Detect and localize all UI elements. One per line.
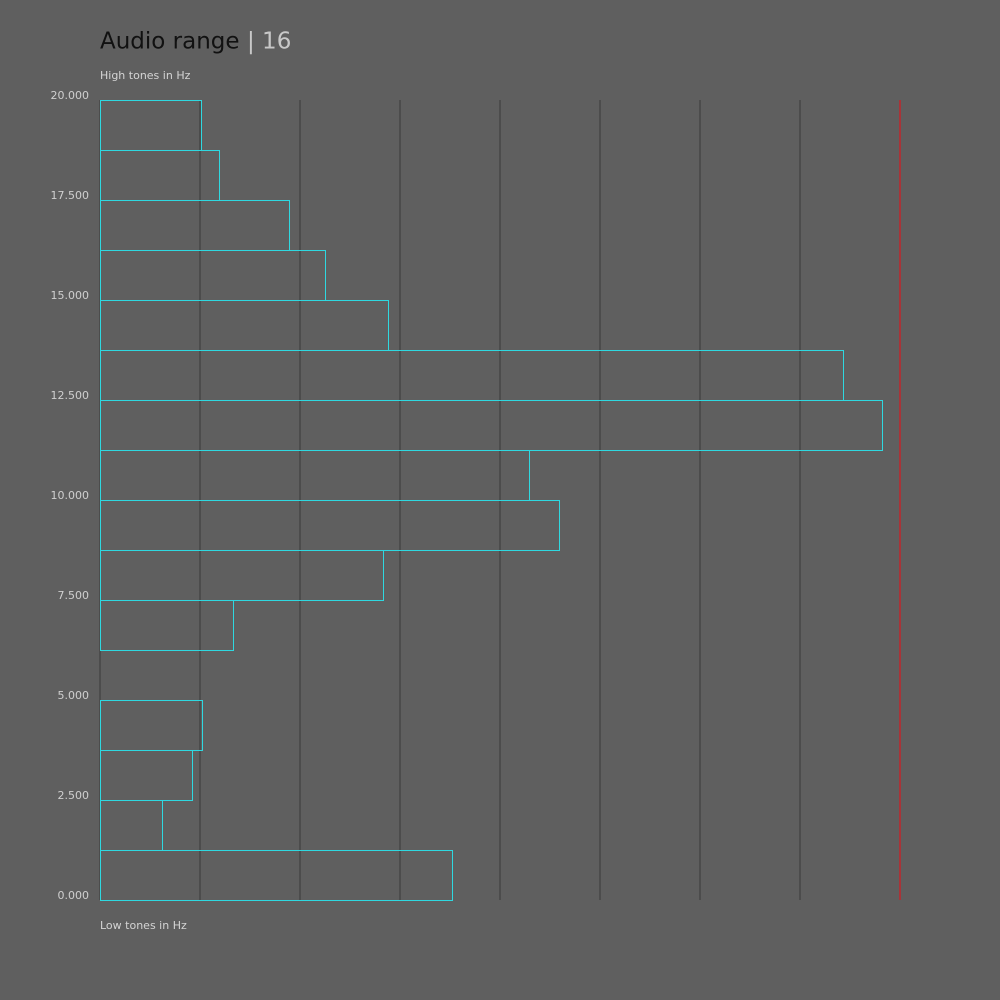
y-tick-label: 5.000: [58, 689, 90, 702]
y-tick-label: 2.500: [58, 789, 90, 802]
bar: [100, 350, 844, 401]
y-tick-label: 0.000: [58, 889, 90, 902]
y-tick-label: 17.500: [51, 189, 90, 202]
chart-count: | 16: [247, 29, 291, 55]
y-tick-label: 20.000: [51, 89, 90, 102]
y-tick-label: 7.500: [58, 589, 90, 602]
chart-title: Audio range: [100, 29, 240, 55]
bar: [100, 700, 203, 751]
y-tick-label: 12.500: [51, 389, 90, 402]
y-label-bottom: Low tones in Hz: [100, 919, 187, 932]
y-tick-label: 15.000: [51, 289, 90, 302]
bar: [100, 100, 202, 151]
y-tick-label: 10.000: [51, 489, 90, 502]
y-label-top: High tones in Hz: [100, 69, 191, 82]
bar: [100, 850, 453, 901]
